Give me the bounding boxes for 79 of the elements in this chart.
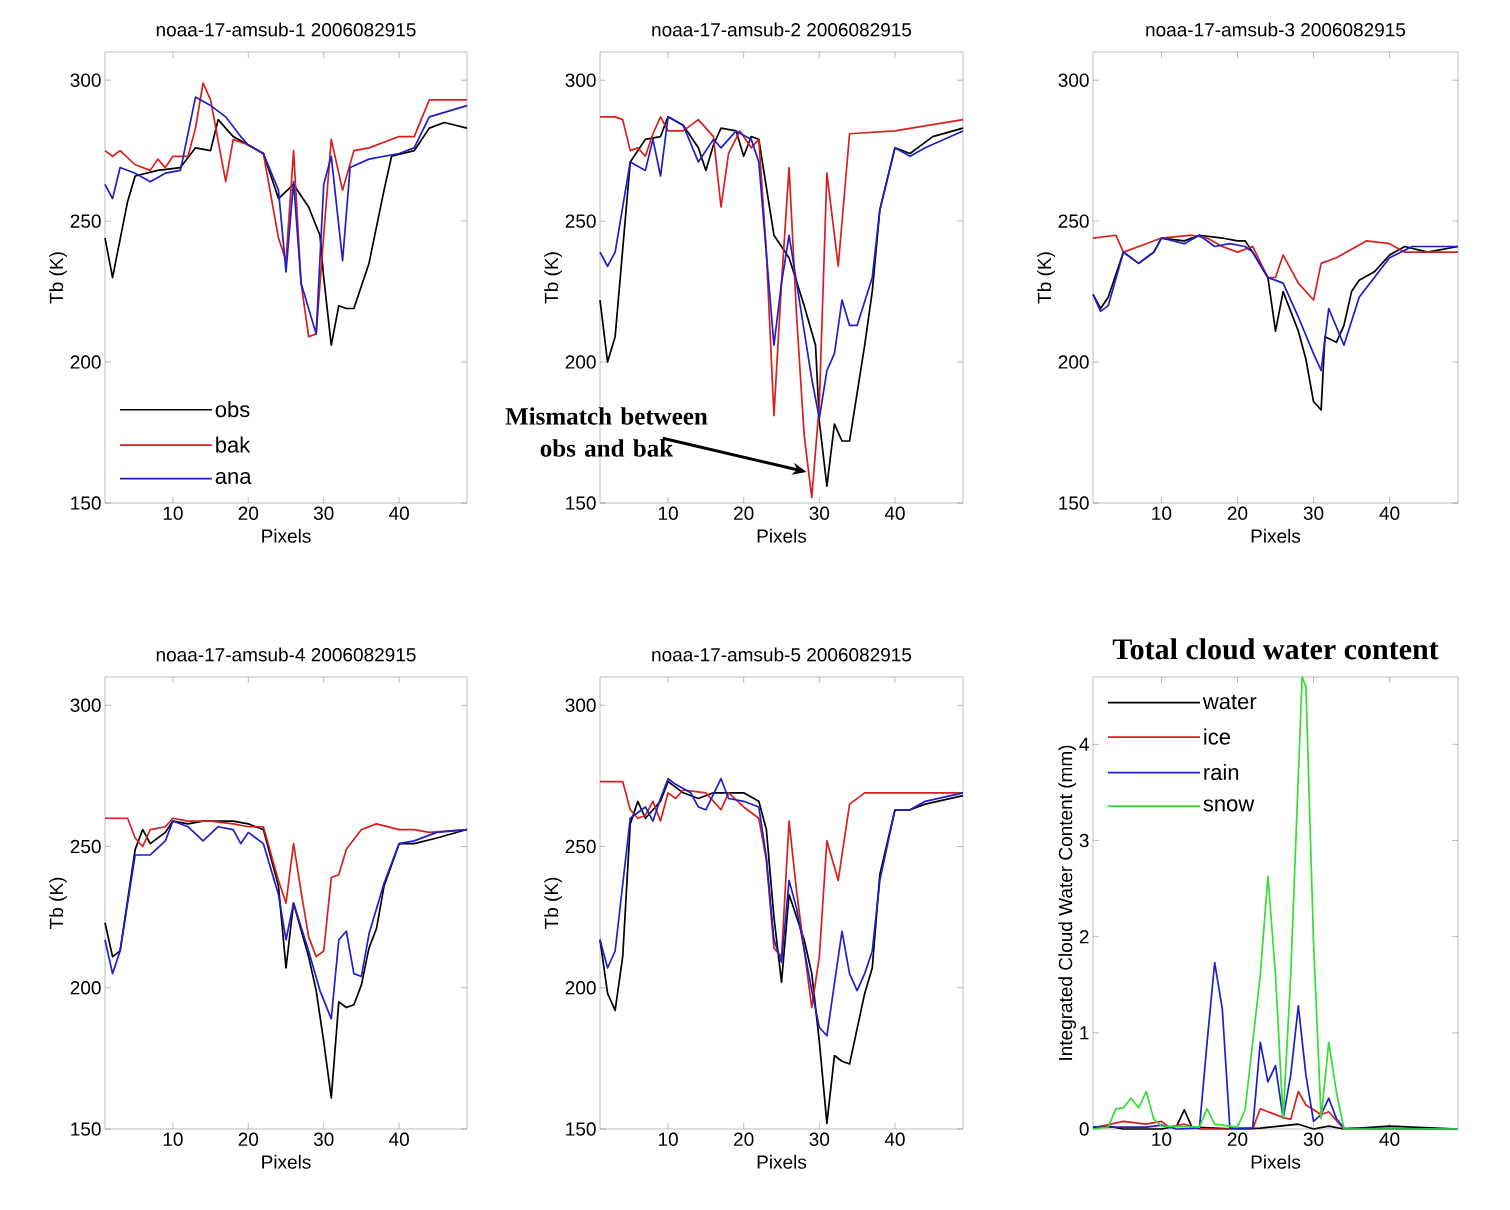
x-tick-label: 20: [734, 1132, 754, 1146]
y-tick-label: 4: [1079, 737, 1089, 751]
x-tick-label: 20: [734, 506, 754, 520]
y-tick-label: 1: [1080, 1026, 1089, 1040]
x-axis-title: Pixels: [757, 528, 807, 543]
annotation: Mismatch between obs and bak: [505, 407, 708, 457]
x-axis-title: Pixels: [1251, 528, 1301, 543]
chart-title: noaa-17-amsub-1 2006082915: [156, 22, 416, 37]
x-tick-label: 10: [163, 506, 183, 520]
x-tick-label: 40: [884, 506, 905, 520]
y-axis-title: Integrated Cloud Water Content (mm): [1058, 745, 1077, 1060]
y-tick-label: 200: [70, 981, 101, 995]
x-axis-title: Pixels: [1251, 1154, 1301, 1169]
y-tick-label: 300: [565, 698, 596, 712]
legend-label: obs: [215, 401, 250, 418]
y-tick-label: 200: [565, 355, 596, 369]
chart-title: noaa-17-amsub-3 2006082915: [1146, 22, 1406, 37]
x-tick-label: 40: [1379, 506, 1400, 520]
y-tick-label: 250: [1058, 214, 1089, 228]
y-tick-label: 300: [70, 698, 101, 712]
line-series: [104, 820, 468, 1020]
y-axis-title: Tb (K): [544, 252, 562, 304]
y-tick-label: 0: [1079, 1122, 1089, 1136]
line-series: [1092, 234, 1459, 372]
chart-title: Total cloud water content: [1112, 638, 1439, 660]
legend-label: bak: [216, 436, 251, 453]
y-tick-label: 200: [565, 981, 596, 995]
y-tick-label: 250: [70, 214, 101, 228]
x-tick-label: 30: [809, 506, 830, 520]
x-tick-label: 10: [1152, 1132, 1172, 1146]
y-tick-label: 150: [1059, 496, 1089, 510]
x-tick-label: 20: [238, 506, 259, 520]
x-tick-label: 30: [1303, 1132, 1324, 1146]
legend-label: ice: [1204, 728, 1230, 745]
legend-label: water: [1202, 694, 1257, 710]
x-tick-label: 30: [313, 506, 334, 520]
line-series: [1092, 676, 1459, 1130]
x-tick-label: 30: [313, 1132, 334, 1146]
y-tick-label: 250: [70, 839, 101, 854]
y-tick-label: 200: [1058, 355, 1089, 369]
line-series: [1092, 234, 1459, 301]
y-tick-label: 200: [70, 355, 101, 369]
y-tick-label: 150: [71, 496, 101, 510]
y-tick-label: 300: [565, 73, 596, 87]
x-tick-label: 30: [1303, 506, 1324, 520]
x-axis-title: Pixels: [757, 1154, 807, 1169]
x-tick-label: 10: [658, 1132, 678, 1146]
y-axis-title: Tb (K): [49, 877, 67, 929]
x-tick-label: 20: [1227, 506, 1248, 520]
x-tick-label: 40: [389, 1132, 409, 1146]
y-tick-label: 250: [565, 214, 596, 228]
y-axis-title: Tb (K): [1037, 252, 1055, 304]
chart-title: noaa-17-amsub-5 2006082915: [652, 647, 912, 662]
chart-title: noaa-17-amsub-4 2006082915: [156, 647, 416, 662]
y-tick-label: 2: [1079, 930, 1089, 944]
x-tick-label: 10: [658, 506, 678, 520]
y-axis-title: Tb (K): [49, 252, 67, 304]
legend-label: rain: [1204, 763, 1239, 781]
x-tick-label: 20: [1227, 1132, 1248, 1146]
x-tick-label: 10: [163, 1132, 183, 1146]
x-tick-label: 10: [1152, 506, 1172, 520]
y-tick-label: 250: [565, 839, 596, 854]
chart-title: noaa-17-amsub-2 2006082915: [652, 22, 912, 37]
x-axis-title: Pixels: [262, 1154, 311, 1169]
x-tick-label: 20: [238, 1132, 259, 1146]
y-axis-title: Tb (K): [544, 877, 562, 929]
y-tick-label: 300: [70, 73, 101, 87]
y-tick-label: 150: [71, 1122, 101, 1136]
y-tick-label: 150: [566, 1122, 596, 1136]
x-tick-label: 40: [389, 506, 409, 520]
x-tick-label: 40: [1379, 1132, 1400, 1146]
x-axis-title: Pixels: [262, 528, 311, 543]
x-tick-label: 30: [809, 1132, 830, 1146]
y-tick-label: 3: [1079, 833, 1089, 848]
y-tick-label: 300: [1058, 73, 1089, 87]
x-tick-label: 40: [884, 1132, 905, 1146]
legend-label: ana: [215, 471, 252, 484]
y-tick-label: 150: [566, 496, 596, 510]
legend-label: snow: [1203, 799, 1255, 812]
